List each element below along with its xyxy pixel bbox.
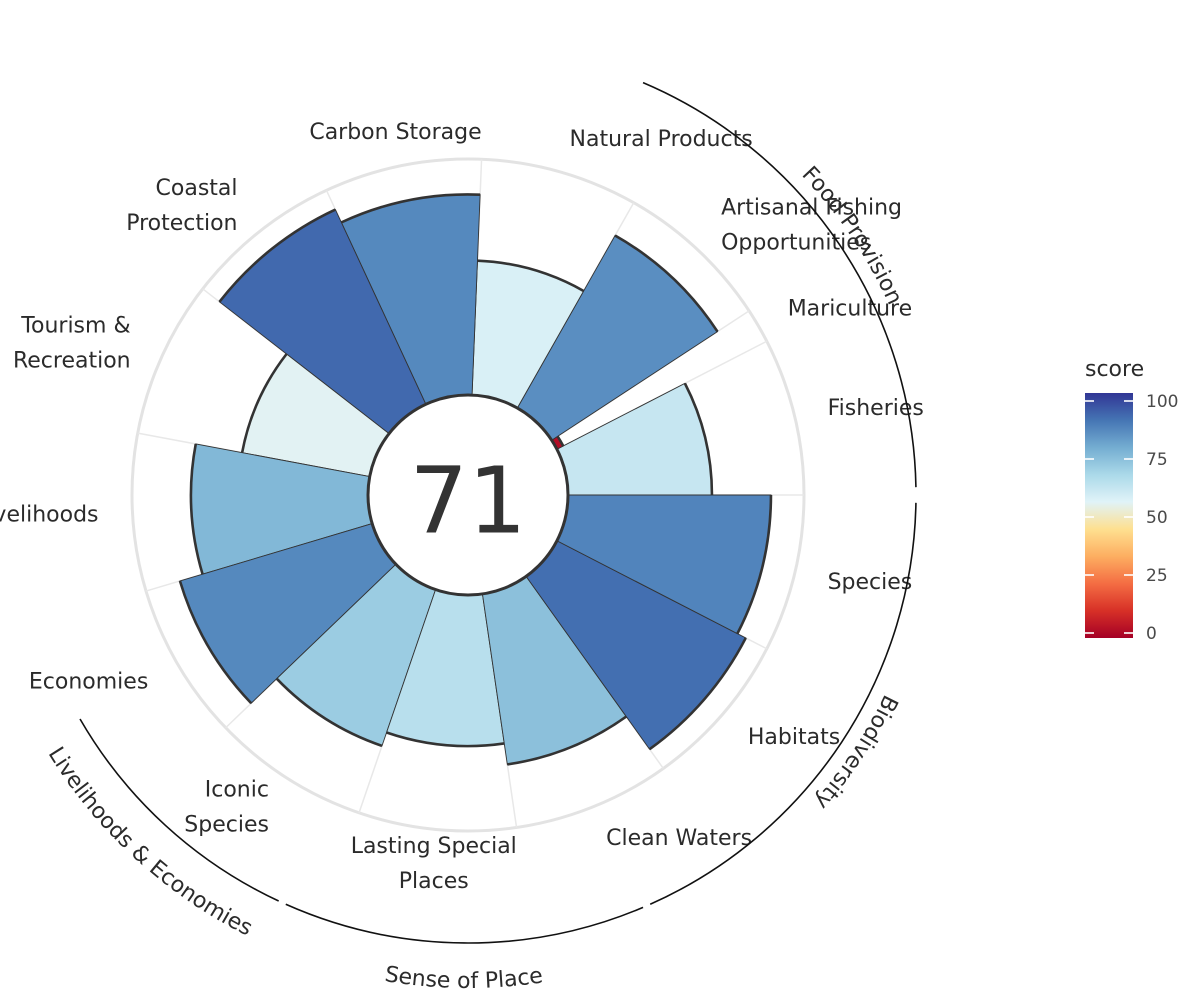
petals	[178, 193, 773, 766]
petal-label: Tourism & Recreation	[13, 314, 131, 374]
petal-outline	[218, 208, 336, 303]
petal-outline	[178, 580, 253, 705]
legend-colorbar	[1085, 393, 1133, 638]
group-label: Sense of Place	[383, 962, 544, 994]
legend-tick-label: 75	[1146, 450, 1168, 470]
legend-tick-label: 0	[1146, 624, 1157, 644]
group-label: Biodiversity	[809, 691, 902, 814]
group-arc	[285, 903, 644, 944]
group-arc	[649, 502, 917, 905]
petal-outline	[683, 382, 714, 496]
petal-outline	[477, 259, 585, 293]
petal-label: Coastal Protection	[126, 176, 237, 236]
petal-outline	[386, 731, 505, 748]
legend-tick-label: 50	[1146, 508, 1168, 528]
petal-label: Livelihoods	[0, 502, 99, 527]
petal-label: Lasting Special Places	[351, 834, 517, 894]
center-circle	[366, 393, 570, 597]
petal-outline	[648, 637, 747, 751]
petal-label: Mariculture	[788, 297, 912, 322]
group-arc	[79, 718, 280, 902]
petal-label: Clean Waters	[606, 826, 752, 851]
group-label: Livelihoods & Economies	[43, 743, 256, 941]
group-arc	[642, 81, 917, 488]
petal-outline	[189, 443, 204, 575]
legend-ticks: 0 25 50 75 100	[1085, 392, 1178, 644]
legend-tick-label: 100	[1146, 392, 1178, 412]
petal-label: Habitats	[748, 725, 840, 750]
score-legend: score 0 25 50 75 100	[1085, 357, 1178, 644]
petal-label: Species	[828, 570, 913, 595]
petal-label: Natural Products	[570, 127, 753, 152]
legend-tick-label: 25	[1146, 566, 1168, 586]
petal-label: Iconic Species	[184, 777, 269, 837]
petal-outline	[614, 234, 719, 333]
legend-title: score	[1085, 357, 1144, 382]
petal-outline	[240, 353, 288, 453]
petal-label: Economies	[29, 669, 148, 694]
petal-outline	[736, 494, 773, 635]
petal-outline	[275, 677, 383, 748]
petal-outline	[507, 715, 628, 766]
petal-label: Carbon Storage	[309, 120, 481, 145]
petal-outline	[340, 193, 481, 224]
index-score: 71	[409, 448, 526, 555]
